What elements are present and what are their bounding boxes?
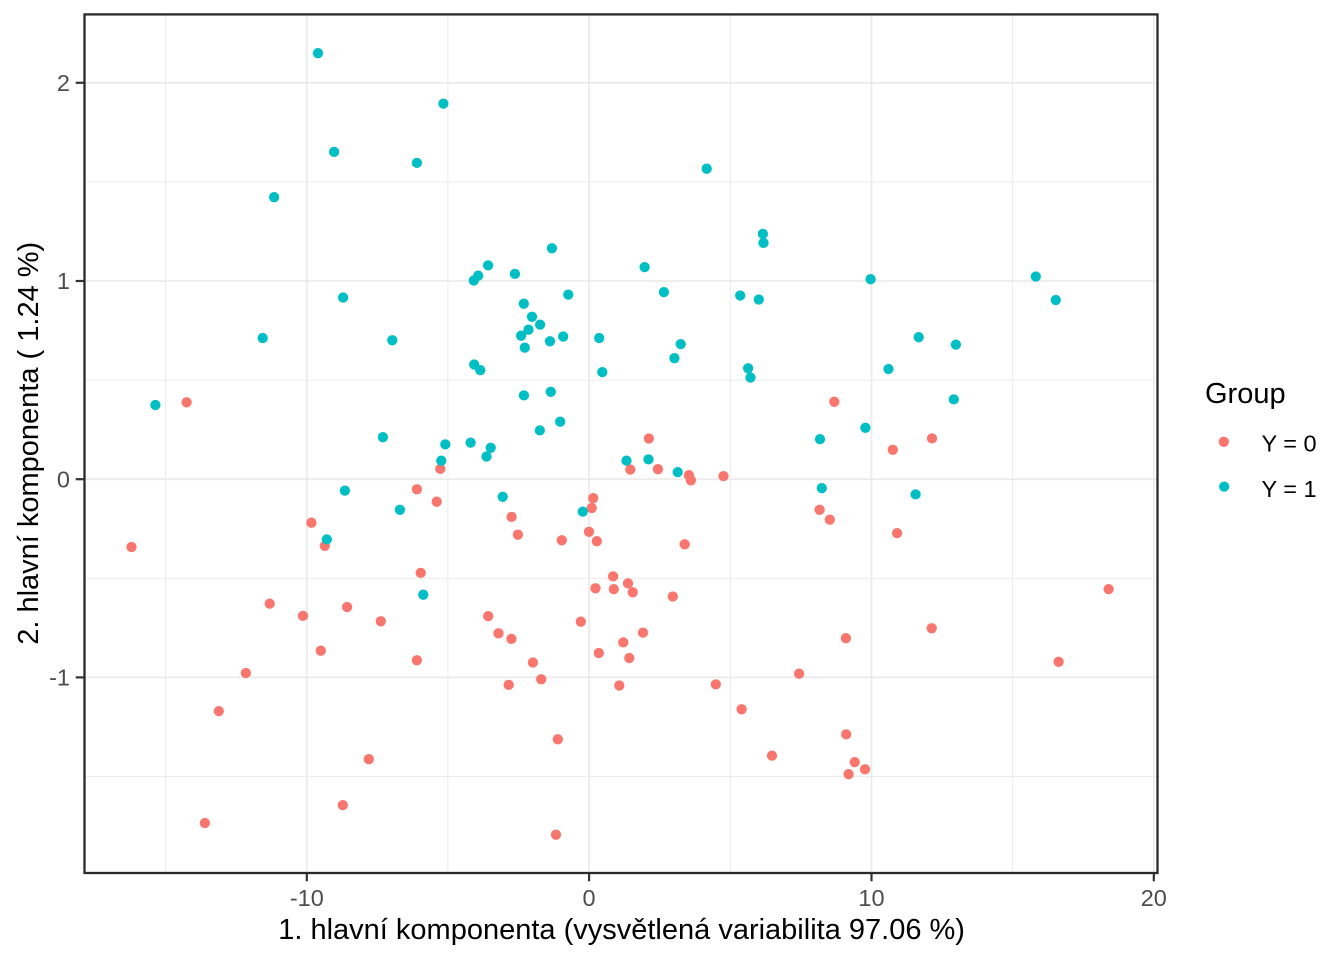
svg-text:Y = 1: Y = 1 bbox=[1262, 476, 1317, 502]
svg-text:-1: -1 bbox=[49, 665, 70, 691]
svg-text:2. hlavní komponenta ( 1.24 %): 2. hlavní komponenta ( 1.24 %) bbox=[13, 242, 45, 645]
svg-text:-10: -10 bbox=[290, 885, 324, 911]
svg-text:Group: Group bbox=[1205, 378, 1286, 410]
svg-text:10: 10 bbox=[858, 885, 884, 911]
svg-text:0: 0 bbox=[57, 466, 70, 492]
svg-text:1: 1 bbox=[57, 268, 70, 294]
svg-text:Y = 0: Y = 0 bbox=[1262, 431, 1317, 457]
svg-text:2: 2 bbox=[57, 70, 70, 96]
svg-text:1. hlavní komponenta (vysvětle: 1. hlavní komponenta (vysvětlená variabi… bbox=[278, 914, 965, 946]
svg-text:0: 0 bbox=[583, 885, 596, 911]
svg-text:20: 20 bbox=[1141, 885, 1167, 911]
